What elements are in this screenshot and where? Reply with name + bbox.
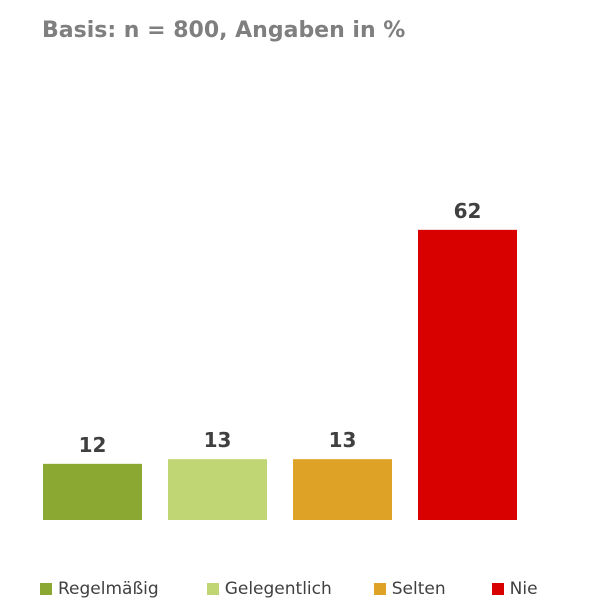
bar-nie (418, 229, 517, 520)
legend-label-gelegentlich: Gelegentlich (224, 579, 332, 599)
legend-item-nie: Nie (491, 579, 538, 599)
legend-item-selten: Selten (373, 579, 446, 599)
legend-item-regelmaessig: Regelmäßig (40, 579, 159, 599)
bar-selten (293, 459, 392, 520)
legend-label-selten: Selten (391, 579, 446, 599)
chart-legend: Regelmäßig Gelegentlich Selten Nie (40, 579, 538, 599)
legend-label-nie: Nie (509, 579, 538, 599)
data-label-selten: 13 (329, 428, 357, 452)
legend-swatch-regelmaessig (40, 583, 52, 595)
legend-swatch-selten (373, 583, 386, 595)
data-label-nie: 62 (454, 199, 482, 223)
bar-regelmaessig (43, 463, 142, 520)
legend-swatch-gelegentlich (206, 583, 219, 595)
data-label-regelmaessig: 12 (79, 433, 107, 457)
bar-gelegentlich (168, 459, 267, 520)
legend-item-gelegentlich: Gelegentlich (206, 579, 332, 599)
legend-swatch-nie (491, 583, 504, 595)
data-label-gelegentlich: 13 (204, 428, 232, 452)
chart-subtitle: Basis: n = 800, Angaben in % (42, 18, 406, 43)
legend-label-regelmaessig: Regelmäßig (58, 579, 159, 599)
bar-chart: 12 13 13 62 (43, 199, 517, 520)
